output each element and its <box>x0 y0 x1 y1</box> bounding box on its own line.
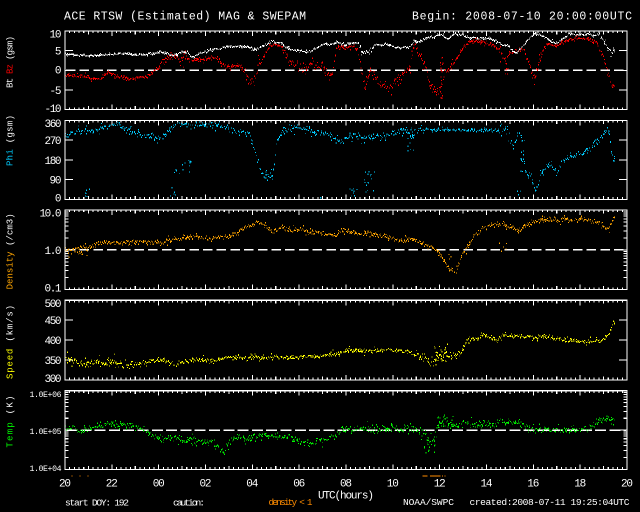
svg-text:0: 0 <box>55 65 62 77</box>
svg-text:500: 500 <box>45 299 62 311</box>
svg-text:0.1: 0.1 <box>45 284 62 296</box>
svg-text:180: 180 <box>45 156 62 168</box>
svg-text:10: 10 <box>387 478 399 490</box>
svg-text:02: 02 <box>200 478 212 490</box>
svg-text:Begin: 2008-07-10 20:00:00UTC: Begin: 2008-07-10 20:00:00UTC <box>412 10 632 23</box>
svg-text:400: 400 <box>45 336 62 348</box>
svg-text:16: 16 <box>527 478 539 490</box>
svg-text:270: 270 <box>45 136 62 148</box>
svg-text:1.0: 1.0 <box>45 246 62 258</box>
svg-text:20: 20 <box>59 478 71 490</box>
svg-text:350: 350 <box>45 356 62 368</box>
svg-text:1.0E+05: 1.0E+05 <box>30 428 62 437</box>
svg-text:18: 18 <box>574 478 586 490</box>
svg-text:-5: -5 <box>50 86 62 98</box>
svg-text:04: 04 <box>246 478 258 490</box>
svg-text:created:2008-07-11 19:25:04UTC: created:2008-07-11 19:25:04UTC <box>470 497 630 508</box>
svg-text:10: 10 <box>50 30 62 42</box>
svg-text:1.0E+04: 1.0E+04 <box>30 465 62 474</box>
svg-text:450: 450 <box>45 316 62 328</box>
svg-text:10.0: 10.0 <box>40 209 62 221</box>
svg-text:90: 90 <box>50 176 62 188</box>
svg-text:NOAA/SWPC: NOAA/SWPC <box>403 497 454 508</box>
svg-text:22: 22 <box>106 478 118 490</box>
svg-text:density < 1: density < 1 <box>269 497 313 508</box>
svg-text:20: 20 <box>621 478 633 490</box>
svg-text:Phi (gsm): Phi (gsm) <box>6 115 16 166</box>
svg-text:ACE RTSW (Estimated) MAG & SWE: ACE RTSW (Estimated) MAG & SWEPAM <box>64 10 306 23</box>
svg-text:Bt Bz (gsm): Bt Bz (gsm) <box>6 36 16 88</box>
svg-text:0: 0 <box>55 193 62 205</box>
svg-text:UTC(hours): UTC(hours) <box>318 490 374 502</box>
svg-text:14: 14 <box>481 478 493 490</box>
svg-text:360: 360 <box>45 119 62 131</box>
svg-text:08: 08 <box>340 478 352 490</box>
svg-text:300: 300 <box>45 374 62 386</box>
svg-text:1.0E+06: 1.0E+06 <box>30 391 62 400</box>
svg-text:caution:: caution: <box>173 497 205 508</box>
svg-text:00: 00 <box>153 478 165 490</box>
svg-text:start DOY: 192: start DOY: 192 <box>65 497 129 508</box>
svg-text:5: 5 <box>55 47 62 59</box>
svg-text:Temp (K): Temp (K) <box>6 396 16 448</box>
svg-text:-10: -10 <box>45 104 62 116</box>
svg-text:12: 12 <box>434 478 446 490</box>
svg-text:Speed (km/s): Speed (km/s) <box>6 305 16 379</box>
svg-text:Density (/cm3): Density (/cm3) <box>6 213 16 289</box>
svg-text:06: 06 <box>293 478 305 490</box>
